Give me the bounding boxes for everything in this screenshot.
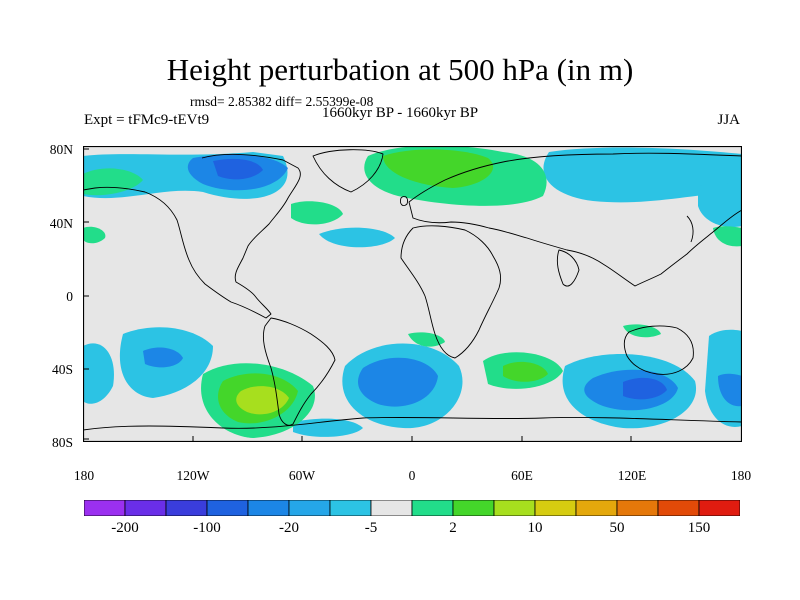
coast-greenland (312, 149, 384, 193)
colorbar-swatch (165, 500, 208, 516)
contour-deep-blue (623, 377, 667, 400)
contour-green (291, 201, 343, 225)
coast-africa (400, 225, 502, 359)
colorbar-swatch (247, 500, 290, 516)
colorbar-label: -5 (364, 520, 378, 536)
lat-tick-0: 0 (66, 289, 73, 304)
colorbar-swatch (411, 500, 454, 516)
coast-india (556, 249, 580, 287)
coastlines (83, 149, 742, 431)
colorbar-swatch (534, 500, 577, 516)
lat-tick-80s: 80S (51, 435, 73, 450)
contour-bright-green (503, 361, 548, 382)
lon-tick-60w: 60W (288, 468, 316, 483)
colorbar-swatch (698, 500, 740, 516)
lat-tick-40n: 40N (49, 216, 73, 231)
axis-ticks (83, 148, 632, 442)
coast-australia (623, 325, 694, 375)
coast-uk (400, 195, 408, 207)
colorbar (84, 500, 740, 516)
colorbar-label: -200 (111, 520, 139, 536)
colorbar-swatch (206, 500, 249, 516)
colorbar-label: 10 (527, 520, 543, 536)
lat-tick-40s: 40S (51, 362, 73, 377)
colorbar-swatch (493, 500, 536, 516)
lon-tick-180e: 180 (730, 468, 752, 483)
contour-cyan (319, 227, 395, 248)
colorbar-swatch (329, 500, 372, 516)
colorbar-label: -100 (193, 520, 221, 536)
colorbar-label: 50 (609, 520, 625, 536)
experiment-label: Expt = tFMc9-tEVt9 (84, 112, 210, 128)
coast-europe-asia (408, 152, 742, 287)
contour-cyan (543, 147, 742, 203)
colorbar-swatch (575, 500, 618, 516)
coast-antarctica (83, 416, 742, 431)
contour-green (623, 324, 661, 338)
contour-blue (358, 357, 438, 407)
lat-tick-80n: 80N (49, 142, 73, 157)
contour-green (713, 226, 742, 247)
contour-blue (143, 347, 183, 368)
lon-tick-120e: 120E (617, 468, 647, 483)
colorbar-swatch (657, 500, 700, 516)
contour-deep-blue (213, 158, 263, 180)
contour-fill-layer (83, 146, 742, 438)
height-perturbation-map (83, 146, 742, 442)
lon-tick-0: 0 (408, 468, 416, 483)
contour-bright-green (383, 149, 494, 188)
colorbar-swatch (84, 500, 126, 516)
colorbar-swatch (452, 500, 495, 516)
season-label: JJA (717, 112, 740, 128)
colorbar-swatch (616, 500, 659, 516)
colorbar-label: -20 (279, 520, 299, 536)
contour-green (83, 226, 106, 244)
colorbar-label: 150 (687, 520, 711, 536)
colorbar-label: 2 (449, 520, 457, 536)
coast-japan (686, 215, 694, 243)
colorbar-swatch (370, 500, 413, 516)
contour-cyan (698, 183, 742, 228)
colorbar-swatch (288, 500, 331, 516)
contour-cyan (83, 343, 114, 404)
contour-blue (718, 373, 742, 407)
colorbar-swatch (124, 500, 167, 516)
lon-tick-180w: 180 (73, 468, 95, 483)
coast-south-america (262, 317, 336, 426)
period-label: 1660kyr BP - 1660kyr BP (322, 105, 479, 121)
coast-north-america (83, 153, 301, 319)
lon-tick-120w: 120W (176, 468, 210, 483)
lon-tick-60e: 60E (511, 468, 533, 483)
rmsd-diff-stats: rmsd= 2.85382 diff= 2.55399e-08 (190, 94, 374, 109)
map-title: Height perturbation at 500 hPa (in m) (166, 52, 634, 87)
